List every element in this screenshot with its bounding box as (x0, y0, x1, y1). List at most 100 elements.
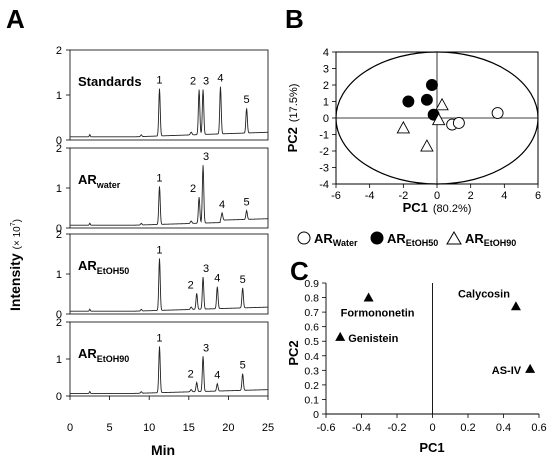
y-tick-label: 0.6 (304, 322, 319, 334)
loading-label: AS-IV (492, 365, 522, 377)
x-tick-label: 2 (468, 190, 474, 202)
pca-y-label: PC2 (17.5%) (285, 84, 300, 153)
pca-y-label-pct: (17.5%) (288, 84, 300, 123)
x-tick-label: -2 (398, 190, 408, 202)
legend-label-etoh50: AREtOH50 (387, 231, 438, 248)
peak-label: 2 (190, 76, 196, 88)
chromatogram-line (70, 165, 269, 226)
trace-label-base: AR (78, 258, 97, 273)
legend-label-etoh50-sub: EtOH50 (406, 238, 439, 248)
trace-frame (69, 49, 269, 141)
trace-label-sub: EtOH90 (97, 354, 130, 364)
y-tick-label: -1 (319, 130, 329, 142)
y-tick-label: 1 (56, 269, 62, 281)
legend-label-etoh90-base: AR (465, 231, 484, 246)
x-tick-label: 20 (222, 422, 234, 434)
trace-label: Standards (78, 74, 142, 89)
loading-y-label: PC2 (286, 340, 301, 365)
chromatogram-y-unit: (× 10 (12, 226, 23, 250)
y-tick-label: 0.3 (304, 365, 319, 377)
pca-confidence-ellipse (335, 51, 539, 185)
y-tick-label: 0.2 (304, 380, 319, 392)
peak-label: 1 (156, 172, 162, 184)
peak-label: 1 (156, 244, 162, 256)
loading-marker (335, 331, 346, 341)
legend-marker-etoh50 (370, 231, 384, 245)
pca-point-etoh90 (420, 139, 434, 152)
pca-point-etoh50 (426, 79, 438, 91)
peak-label: 3 (203, 151, 209, 163)
trace-label-base: AR (78, 346, 97, 361)
chromatogram-x-axis: 0 5 10 15 20 25 (67, 396, 274, 434)
pca-y-label-name: PC2 (285, 127, 300, 152)
loading-points: Formononetin Genistein Calycosin AS-IV (335, 288, 536, 377)
loading-point-genistein: Genistein (335, 331, 399, 345)
y-tick-label: 2 (323, 80, 329, 92)
y-tick-label: 0.5 (304, 336, 319, 348)
chromatogram-y-label-text: Intensity (7, 253, 23, 311)
y-tick-label: 2 (56, 229, 62, 241)
y-tick-label: 1 (323, 97, 329, 109)
legend-label-water-base: AR (314, 231, 333, 246)
y-tick-label: 0 (56, 309, 62, 321)
y-tick-label: 0.9 (304, 278, 319, 290)
peak-label: 3 (203, 263, 209, 275)
trace-label-base: AR (78, 172, 97, 187)
x-tick-label: 4 (501, 190, 507, 202)
y-tick-label: -4 (319, 179, 329, 191)
pca-point-etoh50 (402, 95, 415, 108)
peak-label: 4 (214, 273, 220, 285)
legend-label-etoh90: AREtOH90 (465, 231, 516, 248)
x-tick-label: 5 (107, 422, 113, 434)
y-tick-label: 0 (313, 409, 319, 421)
loading-point-as-iv: AS-IV (492, 363, 536, 377)
trace-label-sub: water (96, 180, 121, 190)
x-tick-label: -6 (331, 190, 341, 202)
y-tick-label: 3 (323, 64, 329, 76)
y-tick-label: 0.1 (304, 394, 319, 406)
loading-marker (525, 363, 536, 373)
peak-label: 4 (217, 73, 223, 85)
panel-letter-b: B (285, 4, 304, 34)
x-tick-label: 0.6 (531, 422, 546, 434)
x-tick-label: -4 (365, 190, 375, 202)
loading-marker (363, 292, 374, 302)
y-tick-label: 1 (56, 354, 62, 366)
trace-label: ARwater (78, 172, 121, 190)
peak-label: 5 (244, 94, 250, 106)
pca-point-etoh50 (420, 93, 433, 106)
legend-label-water: ARWater (314, 231, 358, 248)
legend-label-etoh50-base: AR (387, 231, 406, 246)
y-tick-label: 2 (56, 317, 62, 329)
peak-label: 2 (190, 183, 196, 195)
chromatogram-trace-1: 0 1 2 1 2 3 4 5 ARwater (56, 143, 269, 235)
loading-label: Formononetin (341, 308, 415, 320)
x-tick-label: -0.6 (317, 422, 336, 434)
trace-label-sub: EtOH50 (97, 266, 130, 276)
loading-point-formononetin: Formononetin (341, 292, 415, 320)
loading-plot: -0.6 -0.4 -0.2 0 0.2 0.4 0.6 0 0.1 0.2 0.3 0.4 0.5 0.… (286, 278, 547, 455)
y-tick-label: 1 (56, 183, 62, 195)
peak-label: 2 (188, 279, 194, 291)
pca-legend: ARWater AREtOH50 AREtOH90 (297, 231, 516, 248)
chromatogram-x-label: Min (151, 442, 175, 458)
x-tick-label: -0.4 (352, 422, 371, 434)
peak-label: 1 (156, 75, 162, 87)
x-tick-label: 6 (535, 190, 541, 202)
peak-label: 4 (219, 199, 225, 211)
loading-label: Genistein (348, 333, 398, 345)
pca-x-label-name: PC1 (403, 200, 428, 215)
x-tick-label: 15 (183, 422, 195, 434)
y-tick-label: 0.8 (304, 293, 319, 305)
pca-points (396, 79, 504, 152)
chromatogram-line (70, 86, 269, 138)
y-tick-label: 0 (56, 391, 62, 403)
panel-letter-c: C (290, 256, 309, 286)
y-tick-label: 0 (56, 135, 62, 147)
pca-point-etoh90 (435, 97, 449, 111)
legend-label-water-sub: Water (333, 238, 358, 248)
pca-point-water (491, 107, 504, 120)
